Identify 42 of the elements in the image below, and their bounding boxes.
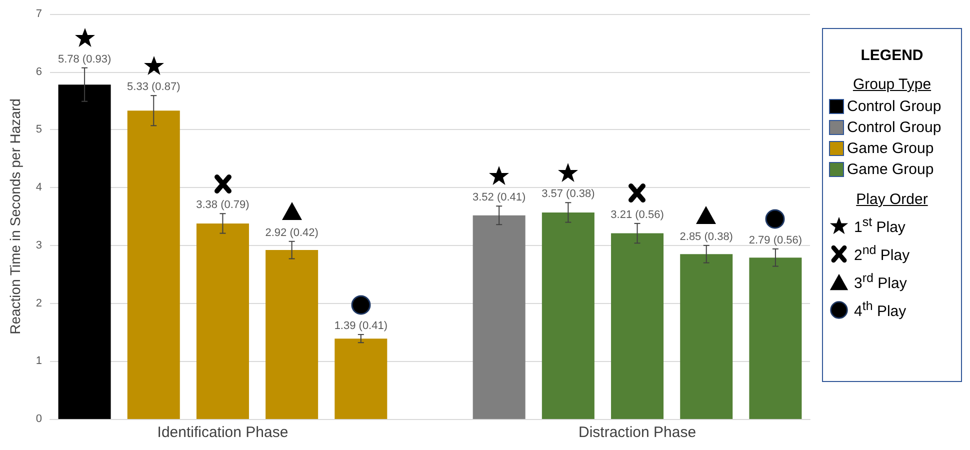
text: Group Type: [852, 76, 932, 93]
y-tick-label: 7: [36, 8, 42, 20]
bar: [749, 258, 802, 419]
text: 2$^{nd}$ Play: [854, 243, 910, 264]
bar: [266, 250, 318, 419]
y-tick-label: 3: [36, 239, 42, 252]
x-tick-label: Identification Phase: [157, 424, 288, 441]
bar: [680, 254, 733, 419]
data-label: 3.21 (0.56): [610, 208, 664, 221]
legend-title: LEGEND: [860, 47, 924, 64]
data-label: 2.92 (0.42): [265, 226, 318, 239]
y-tick-label: 1: [36, 355, 42, 368]
text: Play Order: [855, 191, 929, 208]
bar: [58, 84, 111, 419]
data-label: 3.38 (0.79): [196, 199, 250, 212]
bar: [196, 223, 249, 419]
text: 3$^{rd}$ Play: [854, 271, 907, 292]
bar: [472, 215, 526, 419]
legend-label: Game Group: [846, 139, 935, 158]
data-label: 3.57 (0.38): [542, 188, 595, 200]
legend-label: Control Group: [846, 118, 942, 137]
y-tick-label: 2: [36, 297, 42, 310]
x-tick-label: Distraction Phase: [578, 424, 696, 441]
legend-label: Game Group: [846, 160, 935, 179]
text: 1$^{st}$ Play: [854, 215, 906, 236]
text: 4$^{th}$ Play: [854, 299, 906, 320]
bar: [611, 233, 664, 419]
data-label: 3.52 (0.41): [472, 192, 526, 204]
bar: [334, 338, 388, 419]
data-label: 2.79 (0.56): [748, 234, 802, 246]
data-label: 5.33 (0.87): [127, 81, 180, 94]
data-label: 1.39 (0.41): [334, 320, 388, 332]
y-tick-label: 6: [36, 66, 42, 78]
y-tick-label: 4: [36, 182, 42, 194]
bar: [542, 212, 594, 419]
data-label: 5.78 (0.93): [58, 53, 112, 66]
legend-label: Control Group: [846, 97, 942, 116]
bar: [127, 110, 180, 419]
y-axis-title: Reaction Time in Seconds per Hazard: [7, 98, 23, 334]
y-tick-label: 0: [36, 413, 42, 425]
data-label: 2.85 (0.38): [680, 230, 733, 243]
y-tick-label: 5: [36, 124, 42, 136]
